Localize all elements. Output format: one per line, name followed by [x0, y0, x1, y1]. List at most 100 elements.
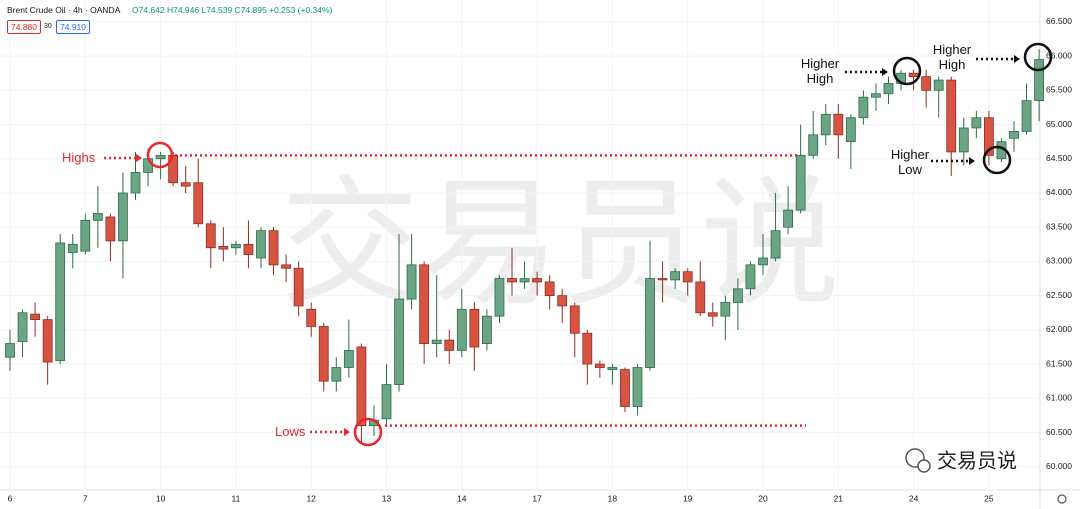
sell-price[interactable]: 74.880 [7, 20, 41, 34]
x-tick-label: 12 [306, 493, 316, 503]
candle-body [419, 264, 430, 344]
y-tick-label: 64.000 [1046, 187, 1072, 197]
x-tick-label: 11 [231, 493, 240, 503]
candle-body [682, 271, 693, 283]
x-tick-label: 10 [156, 493, 166, 503]
candle-body [507, 278, 517, 283]
candle-body [343, 349, 354, 368]
candle-body [707, 312, 718, 317]
candle-body [130, 172, 141, 194]
candle-body [494, 278, 505, 317]
buy-price[interactable]: 74.910 [56, 20, 90, 34]
candle-body [193, 182, 204, 225]
candle-body [406, 264, 417, 300]
candle-body [30, 313, 41, 320]
y-tick-label: 63.500 [1046, 221, 1072, 231]
candle-body [268, 230, 279, 266]
candle-body [444, 339, 455, 351]
candle-body [5, 343, 15, 358]
y-tick-label: 62.500 [1046, 290, 1072, 300]
candle-body [745, 264, 756, 290]
x-tick-label: 19 [683, 493, 693, 503]
candle-body [92, 213, 103, 221]
candle-body [293, 267, 304, 307]
highlight-circle [146, 141, 174, 169]
candle-body [17, 312, 28, 342]
arrow-head [1014, 55, 1020, 63]
candle-body [933, 79, 944, 91]
candle-body [256, 230, 266, 259]
symbol: Brent Crude Oil · 4h · OANDA [7, 5, 121, 15]
y-tick-label: 64.500 [1046, 153, 1072, 163]
x-tick-label: 17 [532, 493, 542, 503]
candle-body [105, 216, 116, 242]
y-tick-label: 65.500 [1046, 85, 1072, 95]
candle-body [331, 367, 342, 382]
annotation: Highs [62, 150, 96, 165]
y-tick-label: 65.000 [1046, 119, 1072, 129]
candle-body [670, 271, 681, 281]
x-tick-label: 21 [834, 493, 844, 503]
x-tick-label: 18 [608, 493, 618, 503]
candle-body [582, 332, 593, 365]
spread: 30 [44, 23, 52, 30]
candle-body [845, 117, 856, 143]
x-tick-label: 20 [758, 493, 768, 503]
candle-body [281, 264, 292, 269]
candle-body [657, 278, 668, 281]
candle-body [946, 79, 957, 153]
candle-body [795, 154, 806, 211]
candle-body [1021, 100, 1032, 132]
logo-icon [917, 459, 931, 473]
annotation: Lows [275, 424, 306, 439]
candle-body [356, 346, 367, 427]
x-tick-label: 14 [457, 493, 467, 503]
logo-text: 交易员说 [937, 449, 1017, 472]
y-tick-label: 62.000 [1046, 324, 1072, 334]
candle-body [820, 113, 831, 136]
highlight-circle [892, 56, 922, 86]
candle-body [733, 288, 743, 303]
candle-body [569, 305, 580, 334]
candle-body [230, 243, 241, 249]
candle-body [544, 281, 555, 297]
annotation-decor [104, 42, 1053, 447]
x-tick-label: 13 [382, 493, 392, 503]
candle-body [958, 127, 969, 153]
candle-body [720, 302, 731, 317]
highlight-circle [982, 145, 1012, 175]
candle-body [318, 326, 329, 382]
candle-body [632, 367, 643, 407]
candle-body [55, 242, 66, 362]
candle-body [607, 367, 618, 370]
settings-icon[interactable] [1057, 494, 1067, 504]
y-tick-label: 63.000 [1046, 256, 1072, 266]
logo: 交易员说 [905, 448, 1017, 473]
arrow-head [969, 157, 975, 165]
candle-body [155, 154, 166, 160]
candle-body [783, 209, 793, 228]
candle-body [180, 182, 191, 187]
x-tick-label: 24 [909, 493, 919, 503]
candle-body [557, 295, 568, 307]
candle-body [431, 339, 442, 344]
y-tick-label: 60.000 [1046, 461, 1072, 471]
candle-body [306, 308, 317, 327]
candle-body [921, 76, 932, 91]
candle-body [871, 93, 881, 98]
candle-body [394, 298, 404, 386]
candle-body [381, 384, 392, 420]
candle-body [971, 117, 982, 129]
candle-body [620, 369, 630, 407]
candle-body [205, 223, 216, 249]
candle-body [758, 257, 768, 266]
candle-body [42, 319, 53, 363]
x-tick-label: 6 [8, 493, 13, 503]
candle-body [908, 72, 919, 78]
candle-body [469, 308, 480, 348]
candle-body [456, 308, 467, 351]
settings-icon[interactable] [1057, 494, 1067, 504]
candle-body [645, 278, 655, 368]
